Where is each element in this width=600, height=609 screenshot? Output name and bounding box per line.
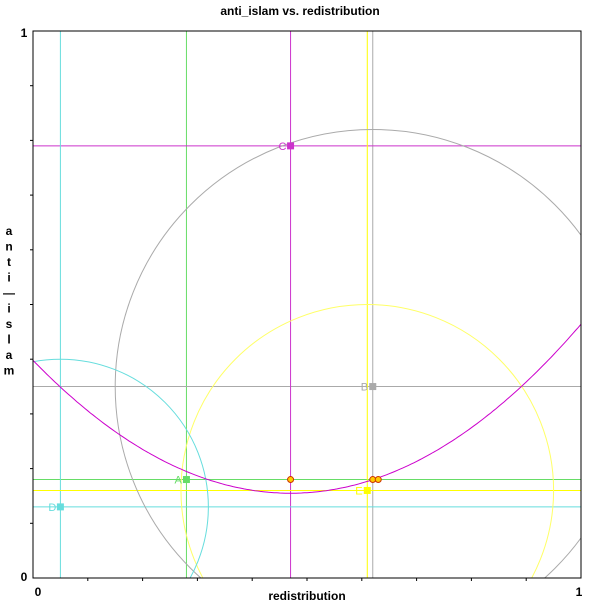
y-axis-label-char: a (6, 224, 13, 238)
y-axis-label-char: t (7, 255, 11, 269)
y-axis-label-char: i (7, 271, 10, 285)
intersection-marker-0 (287, 476, 295, 484)
y-axis-label-char: l (7, 333, 10, 347)
circle-b (114, 129, 581, 578)
y-axis-label-char: i (7, 302, 10, 316)
point-label-a: A (174, 475, 182, 487)
point-b (369, 383, 377, 391)
y-tick-label-0: 0 (21, 570, 28, 584)
y-axis-label-char: a (6, 348, 13, 362)
plot-frame (32, 30, 582, 579)
plot-area: A B C D E (30, 30, 582, 581)
x-axis-label: redistribution (268, 589, 345, 603)
point-label-e: E (355, 485, 362, 497)
point-label-d: D (48, 502, 56, 514)
y-axis-label-char: n (5, 240, 12, 254)
point-label-c: C (279, 141, 287, 153)
point-a (182, 476, 190, 484)
point-d (56, 503, 64, 511)
plot-inner: A B C D E (33, 31, 581, 578)
point-c (287, 142, 295, 150)
y-tick-label-1: 1 (21, 26, 28, 40)
x-tick-label-1: 1 (576, 585, 583, 599)
y-axis-label-char: — (3, 286, 15, 300)
x-tick-label-0: 0 (35, 585, 42, 599)
chart-title: anti_islam vs. redistribution (220, 4, 379, 18)
y-axis-label-char: s (6, 317, 13, 331)
y-axis-label: a n t i — i s l a m (3, 224, 15, 378)
point-e (363, 486, 371, 494)
circle-e (180, 304, 555, 578)
intersection-marker-2 (374, 476, 382, 484)
point-label-b: B (361, 382, 368, 394)
circle-d (33, 358, 209, 578)
curve (33, 323, 581, 494)
y-axis-label-char: m (4, 364, 15, 378)
